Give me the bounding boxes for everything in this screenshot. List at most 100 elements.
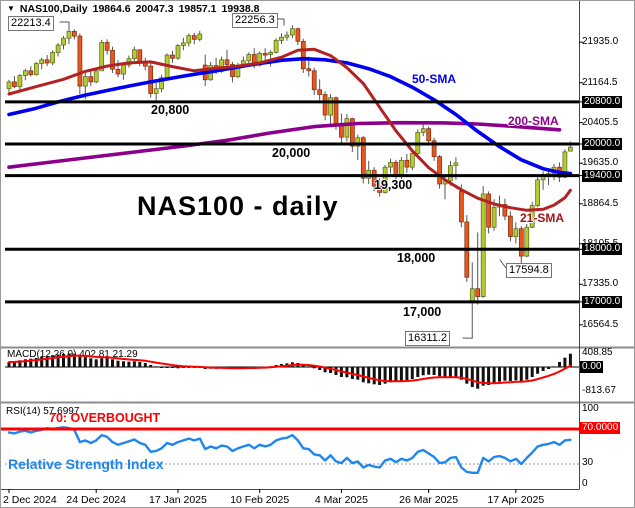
- candle: [295, 27, 301, 46]
- candle: [39, 57, 45, 70]
- candle: [72, 29, 77, 40]
- candle: [486, 191, 491, 234]
- candle: [344, 114, 350, 142]
- ohlc-low: 19857.1: [178, 3, 217, 15]
- rsi-axis-30: 30: [582, 457, 594, 468]
- candle: [311, 67, 317, 96]
- candle: [524, 224, 530, 258]
- candle: [508, 211, 513, 242]
- price-tag-feb-high: 22256.3: [232, 13, 278, 28]
- time-axis-label: 17 Apr 2025: [487, 494, 545, 506]
- candle: [246, 52, 252, 65]
- candle: [175, 44, 181, 60]
- candle: [12, 76, 17, 89]
- macd-axis-max: 408.85: [582, 347, 613, 358]
- price-axis-label: 17335.0: [582, 278, 619, 289]
- candle: [28, 66, 34, 77]
- macd-axis-zero: 0.00: [580, 361, 604, 373]
- candle: [513, 222, 519, 244]
- candle: [132, 46, 137, 61]
- sma50-label: 50-SMA: [412, 72, 457, 86]
- candle: [409, 150, 415, 171]
- macd-indicator-label: MACD(12,26,9) 402.81 21.29: [7, 349, 138, 360]
- candle: [33, 61, 39, 76]
- price-tag-apr-panic-low: 16311.2: [405, 331, 450, 346]
- candle: [426, 126, 432, 145]
- rsi-indicator-label: RSI(14) 57.6997: [6, 406, 80, 417]
- candle: [104, 39, 110, 55]
- candle: [44, 55, 50, 67]
- sma21-label: 21-SMA: [520, 211, 565, 225]
- candle: [420, 123, 426, 137]
- candle: [99, 39, 105, 72]
- price-axis[interactable]: 21935.0 21164.5 20800.0 20405.5 20000.0 19635…: [582, 1, 634, 489]
- candle: [224, 49, 230, 69]
- chart-title: NAS100 - daily: [137, 191, 339, 221]
- time-axis-label: 4 Mar 2025: [314, 494, 368, 506]
- candle: [23, 68, 28, 81]
- price-axis-label: 17000.0: [582, 296, 623, 308]
- rsi-overbought-label: 70: OVERBOUGHT: [49, 411, 161, 425]
- level-label-20000: 20,000: [272, 146, 311, 160]
- time-axis-label: 24 Dec 2024: [66, 494, 126, 506]
- candle: [437, 155, 442, 189]
- price-axis-label: 16564.5: [582, 319, 619, 330]
- candle: [377, 178, 382, 197]
- price-axis-label: 20800.0: [582, 96, 623, 108]
- candle: [273, 38, 279, 54]
- candle: [328, 94, 333, 124]
- candle: [153, 82, 159, 101]
- price-axis-label: 20000.0: [582, 138, 623, 150]
- rsi-name-label: Relative Strength Index: [8, 456, 164, 472]
- candle: [279, 33, 284, 44]
- time-axis-label: 17 Jan 2025: [149, 494, 207, 506]
- candle: [480, 186, 486, 298]
- ohlc-close: 19938.8: [221, 3, 260, 15]
- candle: [322, 91, 328, 121]
- sma200-label: 200-SMA: [508, 114, 559, 128]
- candle: [382, 165, 388, 194]
- candle: [388, 158, 393, 174]
- ohlc-high: 20047.3: [135, 3, 174, 15]
- candle: [317, 79, 323, 101]
- price-tag-apr-retest-low: 17594.8: [506, 263, 552, 278]
- candle: [262, 48, 268, 62]
- symbol-dropdown-icon[interactable]: ▼: [7, 4, 15, 13]
- candle: [300, 38, 306, 73]
- candle: [475, 232, 481, 305]
- candle: [355, 134, 361, 160]
- price-axis-label: 19635.0: [582, 157, 619, 168]
- chart-header[interactable]: ▼ NAS100,Daily 19864.6 20047.3 19857.1 1…: [7, 3, 260, 15]
- price-axis-label: 18864.5: [582, 198, 619, 209]
- candle: [197, 30, 203, 42]
- candle: [535, 176, 540, 208]
- candle: [159, 74, 164, 93]
- candle: [66, 27, 72, 44]
- price-axis-label: 19400.0: [582, 170, 623, 182]
- symbol-timeframe: NAS100,Daily: [19, 3, 88, 15]
- candle: [77, 33, 83, 94]
- level-label-18000: 18,000: [397, 251, 436, 265]
- candle: [371, 167, 377, 192]
- candle: [88, 69, 94, 87]
- rsi-axis-70: 70.0000: [580, 422, 621, 434]
- candle: [181, 37, 186, 51]
- candle: [93, 69, 99, 84]
- macd-axis-min: -813.67: [582, 385, 616, 396]
- time-axis-label: 2 Dec 2024: [3, 494, 57, 506]
- candle: [290, 25, 295, 39]
- level-label-17000: 17,000: [403, 305, 442, 319]
- price-axis-label: 21164.5: [582, 77, 618, 88]
- price-axis-label: 18000.0: [582, 243, 623, 255]
- candle: [284, 31, 290, 41]
- time-axis-label: 10 Feb 2025: [230, 494, 290, 506]
- level-label-20800: 20,800: [151, 103, 190, 117]
- candle: [502, 198, 508, 221]
- candle: [191, 32, 197, 44]
- candle: [110, 46, 115, 73]
- candle: [431, 137, 437, 161]
- level-label-19300: 19,300: [374, 178, 413, 192]
